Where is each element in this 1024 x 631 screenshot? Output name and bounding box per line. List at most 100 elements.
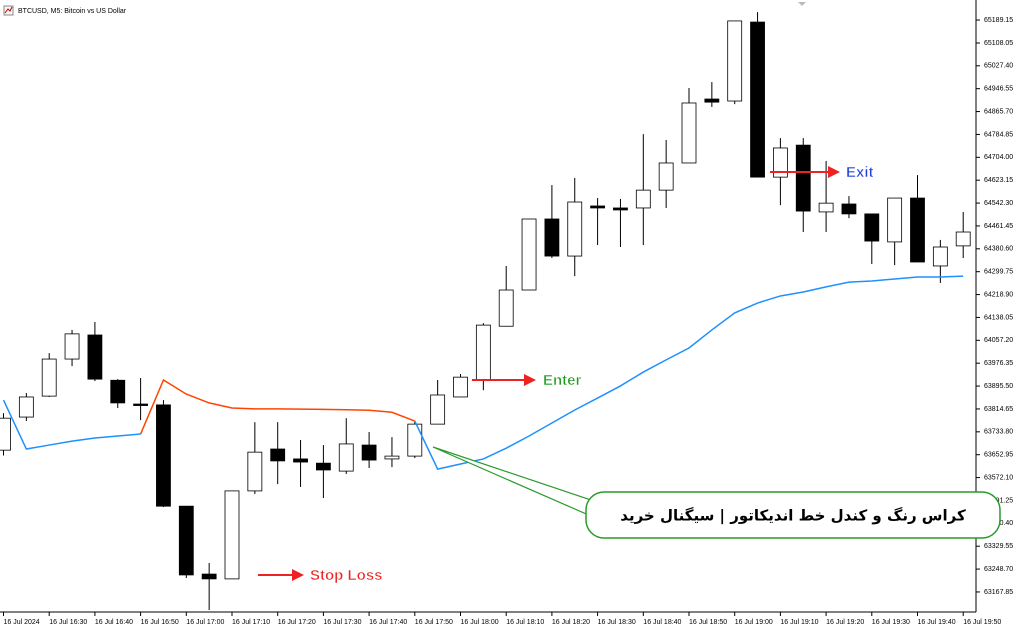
shift-marker [798, 2, 806, 6]
candle-body [544, 218, 560, 257]
candle-body [704, 98, 720, 103]
x-tick-label: 16 Jul 16:50 [141, 619, 179, 626]
x-tick-label: 16 Jul 19:10 [780, 619, 818, 626]
candle [864, 213, 880, 264]
y-tick-label: 63248.70 [984, 566, 1013, 573]
candle-body [635, 189, 651, 209]
candle [361, 432, 377, 468]
candle-body [64, 333, 80, 360]
candle-body [932, 246, 948, 267]
candle [224, 490, 240, 580]
candle-body [864, 213, 880, 242]
x-tick-label: 16 Jul 17:30 [323, 619, 361, 626]
candle [475, 323, 491, 391]
candle [590, 198, 605, 246]
candle-body [270, 448, 286, 462]
x-tick-label: 16 Jul 18:40 [643, 619, 681, 626]
y-tick-label: 63329.55 [984, 543, 1013, 550]
candle [110, 379, 126, 408]
candle-body [0, 417, 11, 451]
candle-body [567, 201, 583, 257]
chart-title: BTCUSD, M5: Bitcoin vs US Dollar [18, 8, 127, 15]
candle [887, 197, 903, 266]
annotation-label: Stop Loss [310, 567, 383, 584]
x-tick-label: 16 Jul 17:00 [186, 619, 224, 626]
candle [635, 134, 651, 246]
candle-body [658, 162, 674, 191]
y-tick-label: 63895.50 [984, 383, 1013, 390]
candle-body [384, 455, 400, 460]
candle-body [841, 203, 857, 215]
annotation-label: Enter [543, 372, 582, 389]
x-tick-label: 16 Jul 17:40 [369, 619, 407, 626]
candle [270, 422, 286, 485]
candle-body [110, 379, 126, 404]
candle [521, 218, 537, 291]
candle [64, 329, 80, 367]
indicator-line [139, 378, 416, 435]
y-tick-label: 64865.70 [984, 108, 1013, 115]
x-tick-label: 16 Jul 17:50 [415, 619, 453, 626]
x-tick-label: 16 Jul 19:50 [963, 619, 1001, 626]
x-tick-label: 16 Jul 16:40 [95, 619, 133, 626]
candle-body [18, 396, 34, 418]
candle-body [498, 289, 514, 327]
y-tick-label: 63814.65 [984, 406, 1013, 413]
indicator-line [2, 275, 964, 470]
y-tick-label: 64784.85 [984, 131, 1013, 138]
candle [430, 379, 446, 425]
candle-body [475, 324, 491, 381]
candle [0, 413, 11, 456]
candle [910, 175, 925, 263]
candle [544, 185, 560, 259]
x-tick-label: 16 Jul 18:20 [552, 619, 590, 626]
candle-body [293, 458, 308, 463]
y-tick-label: 64461.45 [984, 223, 1013, 230]
y-tick-label: 63733.80 [984, 429, 1013, 436]
candle [613, 198, 628, 248]
x-tick-label: 16 Jul 18:00 [461, 619, 499, 626]
y-tick-label: 63976.35 [984, 360, 1013, 367]
candle-body [224, 490, 240, 580]
candle [955, 211, 971, 259]
x-tick-label: 16 Jul 19:40 [918, 619, 956, 626]
candle [567, 177, 583, 277]
candle-body [133, 403, 149, 406]
x-tick-label: 16 Jul 18:30 [598, 619, 636, 626]
candle-body [773, 147, 788, 178]
candle [315, 445, 331, 498]
x-tick-label: 16 Jul 16:30 [49, 619, 87, 626]
candle-body [521, 218, 537, 291]
x-tick-label: 16 Jul 19:20 [826, 619, 864, 626]
y-tick-label: 64057.20 [984, 337, 1013, 344]
y-tick-label: 64299.75 [984, 269, 1013, 276]
candle-body [87, 334, 103, 380]
candle-body [338, 443, 354, 472]
candle [704, 82, 720, 107]
candle [156, 400, 171, 508]
candle-body [613, 207, 628, 211]
callout-box [585, 491, 1001, 539]
candle-body [315, 462, 331, 471]
y-tick-label: 64138.05 [984, 314, 1013, 321]
candle [133, 378, 149, 421]
candle-body [156, 404, 171, 507]
candle [247, 422, 263, 495]
candle-body [361, 444, 377, 461]
x-tick-label: 16 Jul 2024 [4, 619, 40, 626]
candle [293, 439, 308, 487]
x-tick-label: 16 Jul 18:10 [506, 619, 544, 626]
candle-body [178, 505, 194, 576]
candle [41, 353, 57, 397]
candle-body [887, 197, 903, 243]
candle [750, 12, 765, 178]
y-tick-label: 63491.25 [984, 497, 1013, 504]
candle [178, 505, 194, 579]
annotation-label: Exit [846, 164, 874, 181]
symbol-icon-line [4, 6, 13, 14]
x-tick-label: 16 Jul 17:10 [232, 619, 270, 626]
callout-text: کراس رنگ و کندل خط اندیکاتور | سیگنال خر… [620, 507, 966, 526]
candle [841, 196, 857, 219]
